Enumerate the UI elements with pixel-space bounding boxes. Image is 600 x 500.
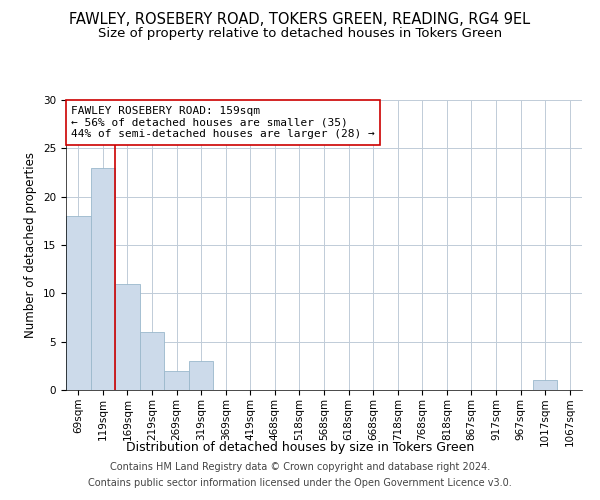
Bar bbox=[66, 216, 91, 390]
Bar bbox=[164, 370, 189, 390]
Text: Contains HM Land Registry data © Crown copyright and database right 2024.: Contains HM Land Registry data © Crown c… bbox=[110, 462, 490, 472]
Text: Distribution of detached houses by size in Tokers Green: Distribution of detached houses by size … bbox=[126, 441, 474, 454]
Bar bbox=[189, 361, 214, 390]
Y-axis label: Number of detached properties: Number of detached properties bbox=[25, 152, 37, 338]
Text: Size of property relative to detached houses in Tokers Green: Size of property relative to detached ho… bbox=[98, 28, 502, 40]
Bar bbox=[91, 168, 115, 390]
Text: Contains public sector information licensed under the Open Government Licence v3: Contains public sector information licen… bbox=[88, 478, 512, 488]
Bar bbox=[140, 332, 164, 390]
Bar bbox=[533, 380, 557, 390]
Bar bbox=[115, 284, 140, 390]
Text: FAWLEY ROSEBERY ROAD: 159sqm
← 56% of detached houses are smaller (35)
44% of se: FAWLEY ROSEBERY ROAD: 159sqm ← 56% of de… bbox=[71, 106, 375, 139]
Text: FAWLEY, ROSEBERY ROAD, TOKERS GREEN, READING, RG4 9EL: FAWLEY, ROSEBERY ROAD, TOKERS GREEN, REA… bbox=[70, 12, 530, 28]
